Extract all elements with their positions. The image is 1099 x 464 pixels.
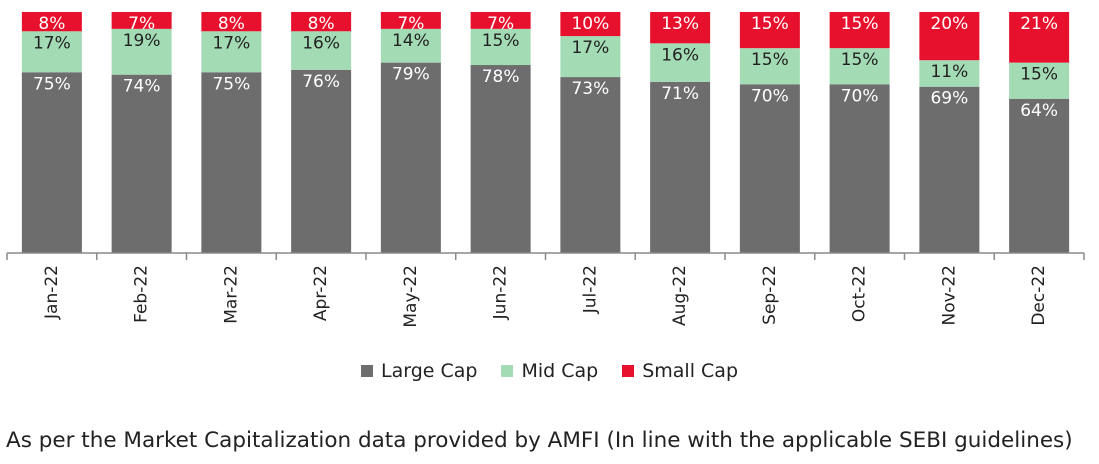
bar-mid-cap-aug-22	[650, 43, 711, 82]
bar-small-cap-feb-22	[111, 12, 172, 29]
bar-mid-cap-oct-22	[829, 48, 890, 85]
bar-mid-cap-dec-22	[1009, 62, 1070, 99]
legend-swatch-small-cap	[622, 365, 635, 377]
footnote: As per the Market Capitalization data pr…	[6, 428, 1073, 453]
x-tick-label-jan-22: Jan-22	[42, 265, 62, 320]
x-tick-label-nov-22: Nov-22	[939, 265, 959, 326]
data-label-mid-cap-nov-22: 11%	[930, 62, 968, 82]
data-label-mid-cap-aug-22: 16%	[661, 45, 699, 65]
data-label-small-cap-aug-22: 13%	[661, 14, 699, 34]
x-tick-label-mar-22: Mar-22	[221, 265, 241, 324]
legend-label-small-cap: Small Cap	[642, 360, 738, 382]
x-tick-label-apr-22: Apr-22	[311, 265, 331, 321]
x-tick-label-jun-22: Jun-22	[491, 265, 511, 320]
data-label-large-cap-apr-22: 76%	[302, 72, 340, 92]
bar-small-cap-dec-22	[1009, 12, 1070, 63]
data-label-large-cap-jun-22: 78%	[482, 67, 520, 87]
data-label-mid-cap-sep-22: 15%	[751, 50, 789, 70]
legend-swatch-large-cap	[361, 365, 373, 377]
bar-large-cap-sep-22	[739, 84, 800, 253]
bar-large-cap-apr-22	[291, 69, 352, 253]
data-label-large-cap-aug-22: 71%	[661, 84, 699, 104]
legend-label-large-cap: Large Cap	[381, 360, 478, 382]
data-label-mid-cap-dec-22: 15%	[1020, 65, 1058, 85]
data-label-large-cap-jan-22: 75%	[33, 74, 71, 94]
data-label-mid-cap-apr-22: 16%	[302, 33, 340, 53]
bar-mid-cap-nov-22	[919, 60, 980, 87]
x-tick-label-feb-22: Feb-22	[132, 265, 152, 323]
data-label-small-cap-mar-22: 8%	[218, 14, 245, 34]
bar-large-cap-may-22	[380, 62, 441, 253]
bar-small-cap-sep-22	[739, 12, 800, 49]
stacked-bar-chart: 75%17%8%74%19%7%75%17%8%76%16%8%79%14%7%…	[6, 12, 1085, 328]
data-label-small-cap-may-22: 7%	[397, 14, 424, 34]
bar-large-cap-jan-22	[21, 72, 82, 253]
bar-small-cap-nov-22	[919, 12, 980, 61]
data-label-mid-cap-mar-22: 17%	[212, 33, 250, 53]
x-tick-label-may-22: May-22	[401, 265, 421, 328]
bar-mid-cap-may-22	[380, 28, 441, 63]
bar-large-cap-nov-22	[919, 86, 980, 254]
bar-mid-cap-feb-22	[111, 28, 172, 75]
bar-mid-cap-jan-22	[21, 31, 82, 73]
bar-mid-cap-sep-22	[739, 48, 800, 85]
data-label-large-cap-oct-22: 70%	[841, 86, 879, 106]
bar-large-cap-aug-22	[650, 81, 711, 253]
x-tick-label-jul-22: Jul-22	[580, 265, 600, 314]
bar-large-cap-dec-22	[1009, 98, 1070, 253]
legend: Large Cap Mid Cap Small Cap	[0, 356, 1099, 386]
bar-small-cap-aug-22	[650, 12, 711, 44]
data-label-large-cap-jul-22: 73%	[571, 79, 609, 99]
data-label-small-cap-jun-22: 7%	[487, 14, 514, 34]
legend-item-small-cap: Small Cap	[622, 360, 738, 382]
legend-swatch-mid-cap	[501, 365, 514, 377]
data-label-large-cap-feb-22: 74%	[123, 77, 161, 97]
bar-small-cap-jan-22	[21, 12, 82, 32]
bar-small-cap-jun-22	[470, 12, 531, 29]
data-label-large-cap-may-22: 79%	[392, 65, 430, 85]
legend-item-mid-cap: Mid Cap	[501, 360, 598, 382]
data-label-small-cap-jul-22: 10%	[571, 14, 609, 34]
bar-mid-cap-jul-22	[560, 36, 621, 78]
bar-large-cap-jun-22	[470, 65, 531, 254]
data-label-small-cap-oct-22: 15%	[841, 14, 879, 34]
data-label-large-cap-sep-22: 70%	[751, 86, 789, 106]
data-label-small-cap-sep-22: 15%	[751, 14, 789, 34]
data-label-mid-cap-feb-22: 19%	[123, 31, 161, 51]
x-tick-label-oct-22: Oct-22	[850, 265, 870, 322]
data-label-large-cap-dec-22: 64%	[1020, 101, 1058, 121]
bar-small-cap-mar-22	[201, 12, 262, 32]
data-label-small-cap-feb-22: 7%	[128, 14, 155, 34]
legend-item-large-cap: Large Cap	[361, 360, 477, 382]
bar-mid-cap-apr-22	[291, 31, 352, 70]
legend-label-mid-cap: Mid Cap	[521, 360, 599, 382]
bar-large-cap-jul-22	[560, 77, 621, 253]
data-label-small-cap-nov-22: 20%	[930, 14, 968, 34]
bar-mid-cap-jun-22	[470, 28, 531, 66]
bar-large-cap-oct-22	[829, 84, 890, 253]
bar-large-cap-feb-22	[111, 74, 172, 253]
x-tick-label-dec-22: Dec-22	[1029, 265, 1049, 326]
data-label-small-cap-dec-22: 21%	[1020, 14, 1058, 34]
x-tick-label-aug-22: Aug-22	[670, 265, 690, 326]
data-label-small-cap-jan-22: 8%	[38, 14, 65, 34]
bar-mid-cap-mar-22	[201, 31, 262, 73]
data-label-large-cap-nov-22: 69%	[930, 89, 968, 109]
data-label-large-cap-mar-22: 75%	[212, 74, 250, 94]
bar-large-cap-mar-22	[201, 72, 262, 253]
data-label-mid-cap-jul-22: 17%	[571, 38, 609, 58]
bar-small-cap-oct-22	[829, 12, 890, 49]
data-label-mid-cap-jan-22: 17%	[33, 33, 71, 53]
bar-small-cap-may-22	[380, 12, 441, 29]
data-label-mid-cap-may-22: 14%	[392, 31, 430, 51]
data-label-mid-cap-jun-22: 15%	[482, 31, 520, 51]
data-label-small-cap-apr-22: 8%	[308, 14, 335, 34]
bar-small-cap-apr-22	[291, 12, 352, 32]
x-tick-label-sep-22: Sep-22	[760, 265, 780, 325]
data-label-mid-cap-oct-22: 15%	[841, 50, 879, 70]
bar-small-cap-jul-22	[560, 12, 621, 37]
